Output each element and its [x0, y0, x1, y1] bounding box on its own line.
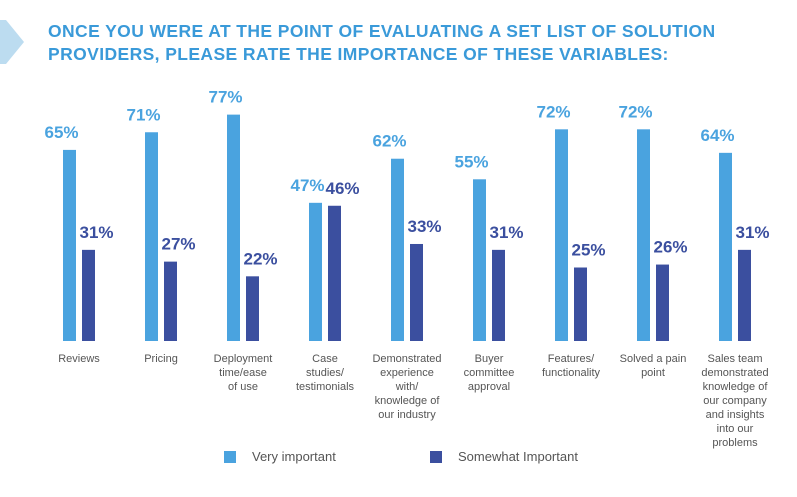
category-label-7: Solved a pain point: [620, 353, 687, 379]
legend-item-very-important: Very important: [224, 449, 336, 464]
bar-very-important-8: [719, 152, 732, 341]
bar-somewhat-important-5: [492, 249, 505, 341]
category-label-0: Reviews: [58, 353, 100, 365]
legend-label-somewhat-important: Somewhat Important: [458, 449, 578, 464]
value-label-somewhat-important-3: 46%: [325, 179, 359, 198]
bar-somewhat-important-8: [738, 249, 751, 341]
bar-somewhat-important-0: [82, 249, 95, 341]
category-label-6: Features/functionality: [542, 353, 601, 379]
legend: Very important Somewhat Important: [0, 449, 797, 469]
value-label-somewhat-important-2: 22%: [243, 249, 277, 268]
bar-chart: 65% 31% Reviews 71% 27% Pricing 77% 22% Deployme…: [44, 88, 769, 449]
value-label-somewhat-important-7: 26%: [653, 238, 687, 257]
bar-somewhat-important-4: [410, 243, 423, 341]
bar-very-important-6: [555, 129, 568, 341]
value-label-somewhat-important-8: 31%: [735, 223, 769, 242]
bar-somewhat-important-3: [328, 205, 341, 341]
bar-somewhat-important-7: [656, 264, 669, 341]
bar-somewhat-important-6: [574, 267, 587, 341]
value-label-somewhat-important-0: 31%: [79, 223, 113, 242]
bar-very-important-7: [637, 129, 650, 341]
category-label-8: Sales team demonstrated knowledge of our co…: [701, 353, 768, 449]
bar-very-important-5: [473, 179, 486, 341]
category-label-2: Deployment time/ease of use: [214, 353, 273, 393]
bar-very-important-2: [227, 114, 240, 342]
legend-swatch-somewhat-important: [430, 450, 442, 463]
category-label-3: Case studies/testimonials: [296, 353, 355, 393]
value-label-very-important-3: 47%: [290, 176, 324, 195]
value-label-very-important-5: 55%: [454, 152, 488, 171]
value-label-somewhat-important-4: 33%: [407, 217, 441, 236]
category-label-1: Pricing: [144, 353, 178, 365]
value-label-very-important-1: 71%: [126, 105, 160, 124]
legend-label-very-important: Very important: [252, 449, 336, 464]
bar-somewhat-important-1: [164, 261, 177, 341]
bar-very-important-1: [145, 132, 158, 341]
legend-swatch-very-important: [224, 450, 236, 463]
value-label-very-important-7: 72%: [618, 102, 652, 121]
bar-somewhat-important-2: [246, 276, 259, 341]
value-label-somewhat-important-1: 27%: [161, 235, 195, 254]
legend-item-somewhat-important: Somewhat Important: [430, 449, 578, 464]
value-label-very-important-8: 64%: [700, 126, 734, 145]
chart-title: ONCE YOU WERE AT THE POINT OF EVALUATING…: [48, 21, 716, 64]
value-label-very-important-0: 65%: [44, 123, 78, 142]
value-label-somewhat-important-6: 25%: [571, 241, 605, 260]
category-label-4: Demonstrated experience with/knowledge of o…: [372, 353, 441, 421]
value-label-somewhat-important-5: 31%: [489, 223, 523, 242]
bar-very-important-3: [309, 202, 322, 341]
chevron-arrow-icon: [0, 20, 24, 64]
value-label-very-important-6: 72%: [536, 102, 570, 121]
bar-very-important-0: [63, 149, 76, 341]
category-label-5: Buyer committee approval: [464, 353, 515, 393]
value-label-very-important-4: 62%: [372, 132, 406, 151]
value-label-very-important-2: 77%: [208, 88, 242, 107]
bar-very-important-4: [391, 158, 404, 341]
